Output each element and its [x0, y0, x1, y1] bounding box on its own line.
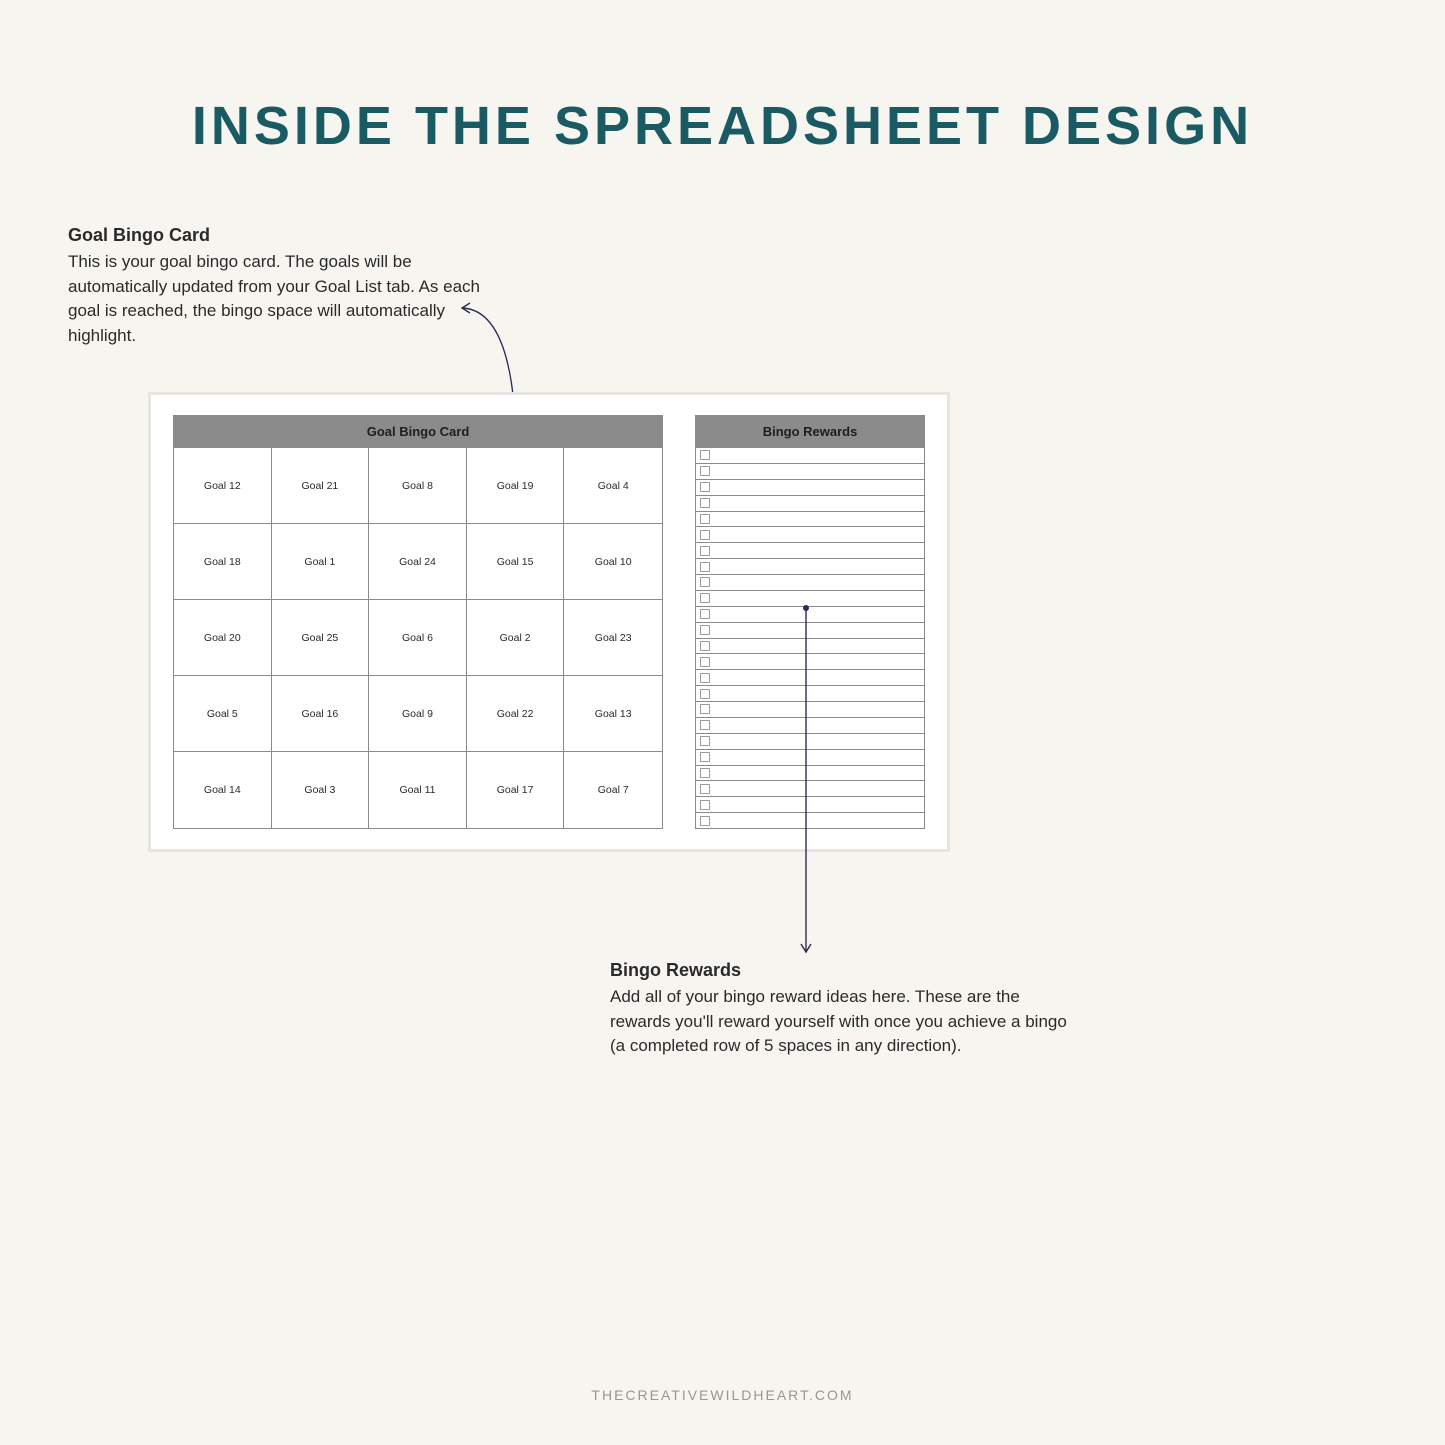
bingo-cell: Goal 22: [467, 676, 565, 752]
checkbox-icon[interactable]: [700, 641, 710, 651]
bingo-cell: Goal 11: [369, 752, 467, 828]
reward-row[interactable]: [696, 686, 924, 702]
reward-row[interactable]: [696, 575, 924, 591]
reward-row[interactable]: [696, 766, 924, 782]
reward-row[interactable]: [696, 813, 924, 828]
checkbox-icon[interactable]: [700, 816, 710, 826]
checkbox-icon[interactable]: [700, 593, 710, 603]
page-title: INSIDE THE SPREADSHEET DESIGN: [0, 0, 1445, 157]
reward-row[interactable]: [696, 670, 924, 686]
callout-body: This is your goal bingo card. The goals …: [68, 250, 498, 349]
bingo-cell: Goal 1: [272, 524, 370, 600]
checkbox-icon[interactable]: [700, 720, 710, 730]
checkbox-icon[interactable]: [700, 530, 710, 540]
reward-row[interactable]: [696, 464, 924, 480]
bingo-cell: Goal 19: [467, 448, 565, 524]
checkbox-icon[interactable]: [700, 546, 710, 556]
checkbox-icon[interactable]: [700, 482, 710, 492]
reward-row[interactable]: [696, 734, 924, 750]
checkbox-icon[interactable]: [700, 577, 710, 587]
checkbox-icon[interactable]: [700, 752, 710, 762]
checkbox-icon[interactable]: [700, 784, 710, 794]
footer-url: THECREATIVEWILDHEART.COM: [0, 1387, 1445, 1403]
reward-row[interactable]: [696, 623, 924, 639]
checkbox-icon[interactable]: [700, 450, 710, 460]
bingo-rewards-table: Bingo Rewards: [695, 415, 925, 829]
bingo-cell: Goal 25: [272, 600, 370, 676]
bingo-cell: Goal 14: [174, 752, 272, 828]
reward-row[interactable]: [696, 639, 924, 655]
reward-row[interactable]: [696, 512, 924, 528]
callout-title: Bingo Rewards: [610, 960, 1070, 981]
bingo-cell: Goal 24: [369, 524, 467, 600]
callout-goal-bingo-card: Goal Bingo Card This is your goal bingo …: [68, 225, 498, 349]
bingo-cell: Goal 21: [272, 448, 370, 524]
reward-row[interactable]: [696, 448, 924, 464]
spreadsheet-preview: Goal Bingo Card Goal 12Goal 21Goal 8Goal…: [148, 392, 950, 852]
bingo-cell: Goal 4: [564, 448, 662, 524]
checkbox-icon[interactable]: [700, 800, 710, 810]
reward-row[interactable]: [696, 591, 924, 607]
callout-body: Add all of your bingo reward ideas here.…: [610, 985, 1070, 1059]
bingo-cell: Goal 2: [467, 600, 565, 676]
reward-row[interactable]: [696, 527, 924, 543]
checkbox-icon[interactable]: [700, 498, 710, 508]
reward-row[interactable]: [696, 496, 924, 512]
bingo-card-header: Goal Bingo Card: [174, 416, 662, 448]
bingo-cell: Goal 23: [564, 600, 662, 676]
checkbox-icon[interactable]: [700, 562, 710, 572]
callout-title: Goal Bingo Card: [68, 225, 498, 246]
checkbox-icon[interactable]: [700, 514, 710, 524]
reward-row[interactable]: [696, 559, 924, 575]
bingo-cell: Goal 5: [174, 676, 272, 752]
bingo-cell: Goal 10: [564, 524, 662, 600]
reward-row[interactable]: [696, 607, 924, 623]
bingo-rewards-header: Bingo Rewards: [696, 416, 924, 448]
reward-row[interactable]: [696, 781, 924, 797]
bingo-card-table: Goal Bingo Card Goal 12Goal 21Goal 8Goal…: [173, 415, 663, 829]
bingo-cell: Goal 8: [369, 448, 467, 524]
checkbox-icon[interactable]: [700, 704, 710, 714]
reward-row[interactable]: [696, 543, 924, 559]
bingo-cell: Goal 18: [174, 524, 272, 600]
bingo-cell: Goal 3: [272, 752, 370, 828]
reward-row[interactable]: [696, 654, 924, 670]
reward-row[interactable]: [696, 480, 924, 496]
bingo-cell: Goal 16: [272, 676, 370, 752]
bingo-cell: Goal 20: [174, 600, 272, 676]
bingo-grid: Goal 12Goal 21Goal 8Goal 19Goal 4 Goal 18…: [174, 448, 662, 828]
checkbox-icon[interactable]: [700, 609, 710, 619]
checkbox-icon[interactable]: [700, 768, 710, 778]
reward-row[interactable]: [696, 718, 924, 734]
reward-row[interactable]: [696, 797, 924, 813]
bingo-cell: Goal 6: [369, 600, 467, 676]
bingo-cell: Goal 7: [564, 752, 662, 828]
checkbox-icon[interactable]: [700, 657, 710, 667]
checkbox-icon[interactable]: [700, 673, 710, 683]
bingo-cell: Goal 13: [564, 676, 662, 752]
checkbox-icon[interactable]: [700, 736, 710, 746]
bingo-cell: Goal 17: [467, 752, 565, 828]
bingo-cell: Goal 15: [467, 524, 565, 600]
rewards-list: [696, 448, 924, 828]
reward-row[interactable]: [696, 702, 924, 718]
checkbox-icon[interactable]: [700, 466, 710, 476]
callout-bingo-rewards: Bingo Rewards Add all of your bingo rewa…: [610, 960, 1070, 1059]
checkbox-icon[interactable]: [700, 625, 710, 635]
checkbox-icon[interactable]: [700, 689, 710, 699]
bingo-cell: Goal 9: [369, 676, 467, 752]
bingo-cell: Goal 12: [174, 448, 272, 524]
reward-row[interactable]: [696, 750, 924, 766]
